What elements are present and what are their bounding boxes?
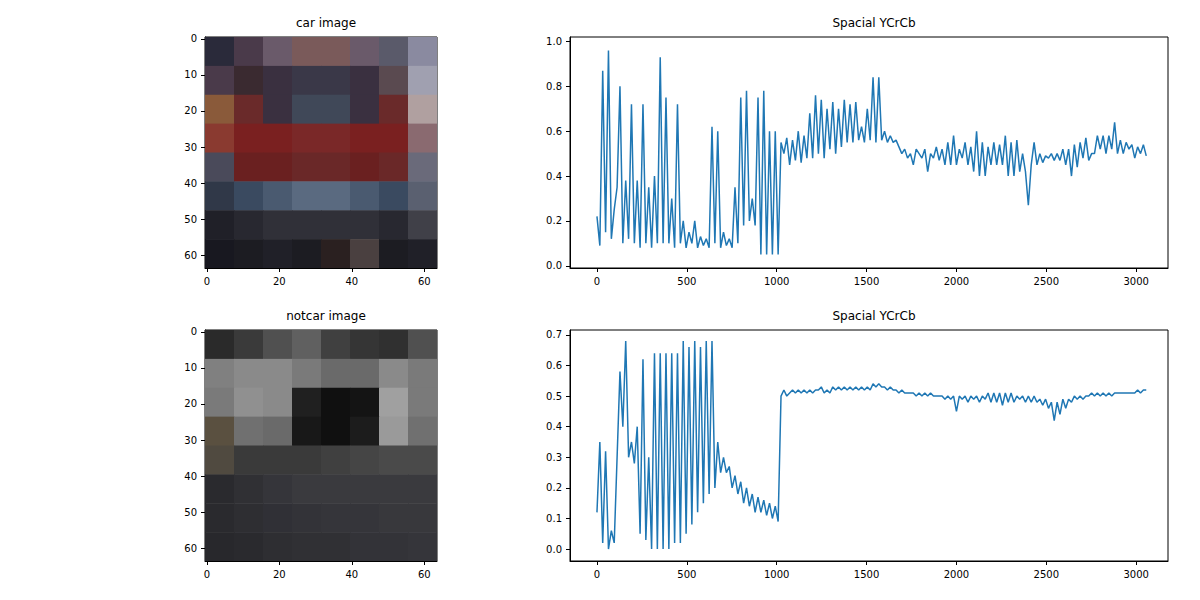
svg-text:10: 10 xyxy=(184,362,197,373)
svg-text:20: 20 xyxy=(273,569,286,580)
svg-text:40: 40 xyxy=(345,276,358,287)
svg-text:50: 50 xyxy=(184,214,197,225)
svg-text:1500: 1500 xyxy=(854,569,879,580)
svg-text:0: 0 xyxy=(204,569,210,580)
svg-text:0.0: 0.0 xyxy=(546,260,562,271)
svg-text:60: 60 xyxy=(418,569,431,580)
svg-text:40: 40 xyxy=(184,178,197,189)
svg-text:car image: car image xyxy=(296,16,356,30)
svg-text:2000: 2000 xyxy=(944,569,969,580)
svg-text:60: 60 xyxy=(418,276,431,287)
svg-text:Spacial YCrCb: Spacial YCrCb xyxy=(832,309,915,323)
svg-text:1500: 1500 xyxy=(854,276,879,287)
svg-text:Spacial YCrCb: Spacial YCrCb xyxy=(832,16,915,30)
svg-text:500: 500 xyxy=(677,276,696,287)
svg-text:1.0: 1.0 xyxy=(546,36,562,47)
svg-text:40: 40 xyxy=(184,471,197,482)
svg-text:60: 60 xyxy=(184,543,197,554)
svg-text:0: 0 xyxy=(594,276,600,287)
svg-text:30: 30 xyxy=(184,142,197,153)
svg-text:0.2: 0.2 xyxy=(546,215,562,226)
svg-text:10: 10 xyxy=(184,69,197,80)
svg-text:2000: 2000 xyxy=(944,276,969,287)
svg-text:0.2: 0.2 xyxy=(546,482,562,493)
svg-text:3000: 3000 xyxy=(1123,276,1148,287)
svg-text:0: 0 xyxy=(191,326,197,337)
svg-text:500: 500 xyxy=(677,569,696,580)
svg-text:1000: 1000 xyxy=(764,276,789,287)
svg-text:0.5: 0.5 xyxy=(546,391,562,402)
svg-text:3000: 3000 xyxy=(1123,569,1148,580)
svg-text:0: 0 xyxy=(204,276,210,287)
svg-text:0: 0 xyxy=(594,569,600,580)
svg-text:2500: 2500 xyxy=(1034,569,1059,580)
svg-text:0.3: 0.3 xyxy=(546,452,562,463)
svg-text:0.4: 0.4 xyxy=(546,171,562,182)
svg-text:0.7: 0.7 xyxy=(546,329,562,340)
svg-text:20: 20 xyxy=(184,398,197,409)
svg-text:0.6: 0.6 xyxy=(546,360,562,371)
svg-text:notcar image: notcar image xyxy=(286,309,366,323)
svg-text:20: 20 xyxy=(273,276,286,287)
svg-text:0.1: 0.1 xyxy=(546,513,562,524)
svg-text:0.6: 0.6 xyxy=(546,126,562,137)
svg-text:60: 60 xyxy=(184,250,197,261)
svg-text:40: 40 xyxy=(345,569,358,580)
svg-text:2500: 2500 xyxy=(1034,276,1059,287)
svg-text:1000: 1000 xyxy=(764,569,789,580)
svg-text:0.8: 0.8 xyxy=(546,81,562,92)
svg-text:30: 30 xyxy=(184,435,197,446)
svg-text:0.4: 0.4 xyxy=(546,421,562,432)
svg-text:0.0: 0.0 xyxy=(546,544,562,555)
svg-text:0: 0 xyxy=(191,33,197,44)
svg-text:50: 50 xyxy=(184,507,197,518)
svg-text:20: 20 xyxy=(184,105,197,116)
